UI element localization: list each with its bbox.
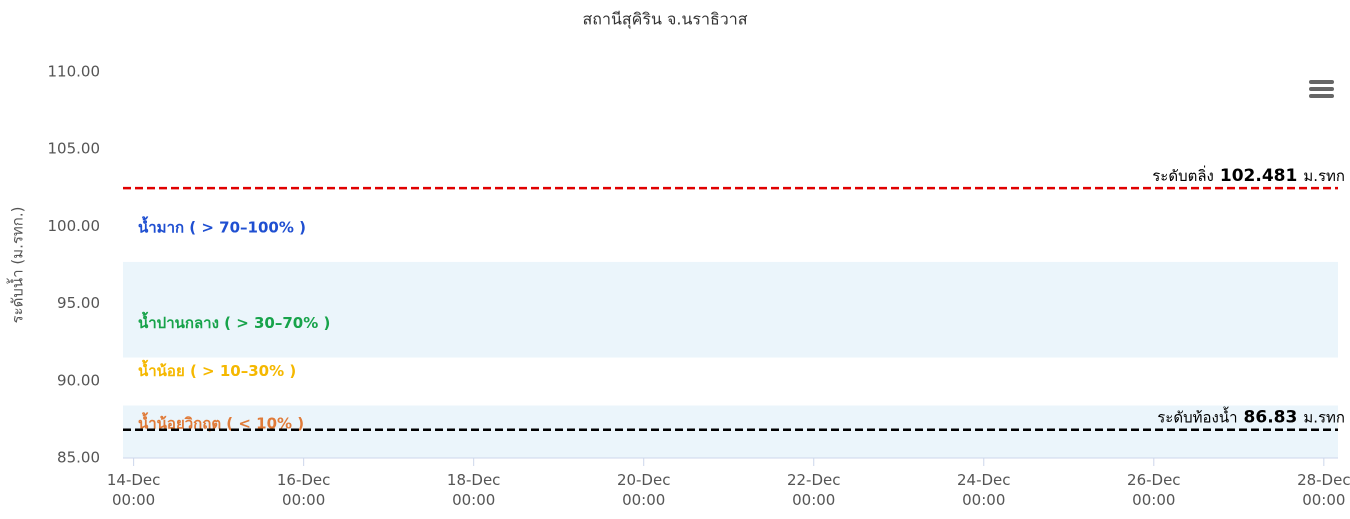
x-tick-label: 16-Dec 00:00 (277, 471, 331, 509)
x-tick-date: 14-Dec (107, 471, 161, 489)
x-tick-time: 00:00 (112, 491, 155, 509)
y-tick-label: 100.00 (48, 217, 101, 235)
y-tick-label: 85.00 (57, 449, 100, 467)
x-tick-label: 14-Dec 00:00 (107, 471, 161, 509)
plot-band (123, 72, 1338, 262)
band-label: น้ำน้อยวิกฤต ( < 10% ) (138, 412, 304, 433)
x-tick-date: 16-Dec (277, 471, 331, 489)
x-tick-date: 24-Dec (957, 471, 1011, 489)
x-tick-date: 18-Dec (447, 471, 501, 489)
y-tick-label: 95.00 (57, 294, 100, 312)
plot-line-label: ระดับท้องน้ำ 86.83 ม.รทก (1157, 406, 1345, 428)
menu-bar (1309, 87, 1334, 91)
band-label: น้ำมาก ( > 70–100% ) (138, 215, 306, 236)
x-tick-date: 22-Dec (787, 471, 841, 489)
y-tick-label: 90.00 (57, 371, 100, 389)
band-label: น้ำน้อย ( > 10–30% ) (138, 359, 296, 380)
x-tick-time: 00:00 (452, 491, 495, 509)
y-tick-label: 105.00 (48, 140, 101, 158)
band-label: น้ำปานกลาง ( > 30–70% ) (138, 311, 330, 332)
x-tick-time: 00:00 (1132, 491, 1175, 509)
x-tick-time: 00:00 (962, 491, 1005, 509)
plot-line-value: 86.83 (1244, 408, 1298, 428)
plot-band (123, 405, 1338, 458)
x-tick-time: 00:00 (622, 491, 665, 509)
plot-line-unit: ม.รทก (1303, 408, 1345, 426)
x-tick-date: 26-Dec (1127, 471, 1181, 489)
x-tick-label: 28-Dec 00:00 (1297, 471, 1350, 509)
x-tick-label: 24-Dec 00:00 (957, 471, 1011, 509)
menu-bar (1309, 94, 1334, 98)
x-tick-label: 20-Dec 00:00 (617, 471, 671, 509)
plot-line-label: ระดับตลิ่ง 102.481 ม.รทก (1152, 165, 1345, 187)
x-tick-time: 00:00 (1302, 491, 1345, 509)
menu-bar (1309, 80, 1334, 84)
x-tick-time: 00:00 (792, 491, 835, 509)
x-tick-label: 26-Dec 00:00 (1127, 471, 1181, 509)
plot-band (123, 261, 1338, 358)
plot-band (123, 357, 1338, 406)
plot-line-name: ระดับตลิ่ง (1152, 165, 1214, 185)
plot-line-value: 102.481 (1220, 166, 1297, 186)
x-tick-label: 18-Dec 00:00 (447, 471, 501, 509)
y-tick-label: 110.00 (48, 63, 101, 81)
x-tick-label: 22-Dec 00:00 (787, 471, 841, 509)
y-axis-title: ระดับน้ำ (ม.รทก.) (7, 207, 27, 324)
chart-title: สถานีสุคิริน จ.นราธิวาส (583, 10, 748, 30)
x-tick-date: 20-Dec (617, 471, 671, 489)
menu-button[interactable] (1309, 80, 1334, 98)
plot-line-name: ระดับท้องน้ำ (1157, 406, 1237, 426)
x-tick-date: 28-Dec (1297, 471, 1350, 489)
plot-line-unit: ม.รทก (1303, 167, 1345, 185)
x-tick-time: 00:00 (282, 491, 325, 509)
